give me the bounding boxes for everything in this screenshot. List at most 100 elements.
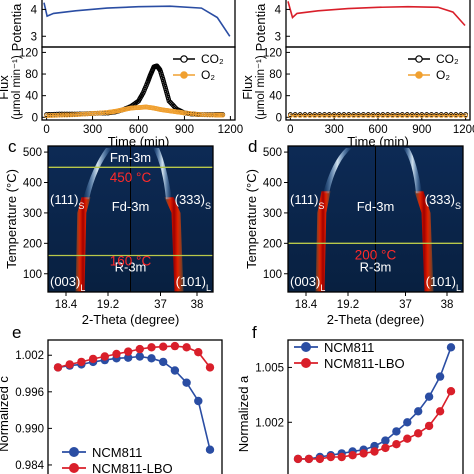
- series-marker: [49, 113, 55, 118]
- legend-label: CO₂: [436, 52, 459, 66]
- transition-temperature-label: 200 °C: [355, 248, 397, 263]
- series-marker: [429, 113, 434, 119]
- panel-label: f: [252, 323, 257, 342]
- y-tick-label: 1.002: [15, 350, 44, 362]
- panel-label: d: [248, 137, 257, 156]
- series-marker: [135, 344, 144, 354]
- x-tick-label: 0: [287, 124, 293, 136]
- y-axis-label-unit: (μmol min⁻¹): [11, 55, 23, 120]
- series-marker: [67, 112, 73, 118]
- y-tick-label: 200: [263, 238, 282, 250]
- y-axis-label: Temperature (°C): [4, 169, 19, 269]
- peak-label: (101)L: [426, 274, 461, 293]
- series-line: [46, 106, 223, 117]
- y-axis-label: Flux: [0, 75, 11, 100]
- axis-frame: [287, 145, 464, 293]
- y-tick-label: 80: [269, 69, 282, 81]
- series-marker: [351, 113, 357, 119]
- series-marker: [166, 98, 172, 104]
- x-tick-label: 600: [129, 124, 148, 136]
- series-marker: [189, 111, 195, 117]
- series-marker: [194, 396, 203, 406]
- legend-marker: [69, 463, 79, 473]
- series-marker: [375, 113, 381, 119]
- series-marker: [194, 111, 200, 117]
- series-marker: [390, 113, 396, 119]
- y-tick-label: 100: [263, 269, 282, 281]
- y-tick-label: 3: [31, 31, 37, 43]
- series-marker: [463, 113, 469, 119]
- peak-003-blue-streak: [323, 148, 352, 194]
- series-marker: [184, 110, 190, 116]
- y-tick-label: 120: [263, 47, 282, 59]
- y-tick-label: 400: [263, 178, 282, 190]
- series-marker: [159, 357, 168, 367]
- series-marker: [359, 449, 368, 458]
- series-marker: [414, 407, 423, 416]
- phase-label: R-3m: [360, 260, 392, 275]
- axis-frame: [287, 339, 464, 474]
- series-marker: [381, 443, 390, 453]
- series-marker: [187, 111, 193, 116]
- series-marker: [414, 113, 420, 119]
- x-tick-label: 37: [399, 299, 412, 311]
- series-marker: [312, 113, 318, 119]
- y-axis-label: Potentia: [9, 3, 24, 51]
- series-marker: [100, 110, 106, 116]
- legend-marker: [180, 55, 188, 63]
- series-marker: [90, 111, 95, 116]
- series-marker: [56, 112, 62, 118]
- x-tick-label: 1200: [453, 124, 474, 136]
- series-marker: [409, 113, 415, 119]
- x-tick-label: 38: [441, 299, 454, 311]
- series-marker: [302, 113, 308, 119]
- series-marker: [182, 343, 191, 352]
- phase-label: Fm-3m: [110, 150, 151, 165]
- y-tick-label: 400: [23, 178, 42, 190]
- y-tick-label: 1.005: [255, 362, 284, 374]
- series-marker: [77, 357, 86, 367]
- y-tick-label: 80: [25, 69, 38, 81]
- series-marker: [95, 110, 101, 116]
- y-tick-label: 0: [276, 112, 282, 124]
- series-marker: [392, 427, 401, 436]
- series-marker: [72, 112, 78, 118]
- x-tick-label: 19.2: [97, 299, 119, 311]
- y-tick-label: 0.984: [15, 460, 44, 472]
- series-marker: [380, 113, 386, 119]
- axis-frame: [47, 339, 223, 474]
- series-marker: [453, 113, 459, 119]
- series-marker: [147, 354, 156, 363]
- series-marker: [205, 363, 215, 372]
- series-marker: [424, 113, 430, 119]
- series-marker: [326, 113, 332, 119]
- series-marker: [207, 112, 213, 118]
- series-marker: [182, 378, 191, 387]
- series-marker: [82, 111, 88, 117]
- y-tick-label: 0.996: [15, 387, 44, 399]
- series-marker: [53, 363, 63, 372]
- legend-marker: [301, 342, 311, 352]
- peak-101-blue-streak: [153, 148, 172, 200]
- series-marker: [385, 113, 391, 119]
- peak-label: (111)S: [50, 192, 84, 211]
- legend-label: NCM811-LBO: [92, 461, 173, 474]
- y-tick-label: 0.990: [15, 423, 44, 435]
- series-marker: [414, 429, 423, 438]
- potential-line: [287, 1, 466, 27]
- x-tick-label: 1200: [218, 124, 244, 136]
- legend-label: O₂: [201, 68, 215, 82]
- series-marker: [293, 454, 303, 464]
- peak-101-red-streak: [164, 197, 184, 292]
- series-marker: [87, 111, 93, 117]
- series-marker: [192, 111, 198, 117]
- series-marker: [220, 112, 226, 118]
- series-marker: [399, 113, 405, 119]
- legend-marker: [415, 71, 423, 79]
- y-tick-label: 0: [32, 112, 38, 124]
- series-marker: [446, 387, 456, 396]
- series-marker: [360, 113, 366, 119]
- x-tick-label: 900: [412, 124, 431, 136]
- axis-frame: [47, 145, 214, 293]
- series-marker: [336, 113, 342, 119]
